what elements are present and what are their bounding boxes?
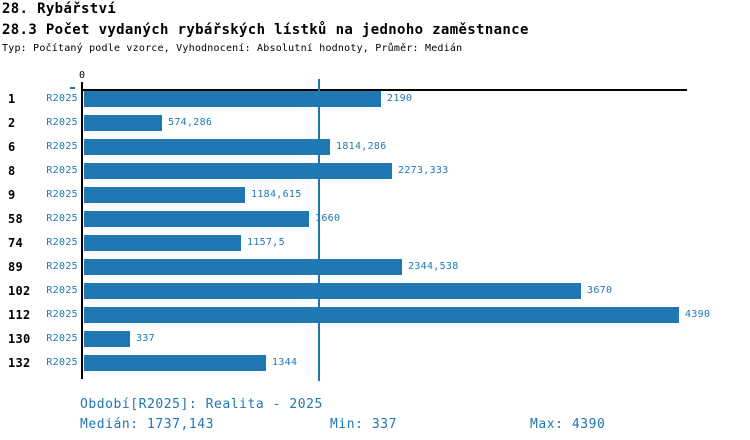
row-category-label: 130 (8, 332, 31, 346)
bar-value-label: 4390 (685, 309, 711, 320)
value-bar (84, 115, 162, 131)
row-category-label: 2 (8, 116, 16, 130)
y-axis-line (81, 84, 83, 379)
value-bar (84, 307, 679, 323)
row-category-label: 89 (8, 260, 24, 274)
row-category-label: 132 (8, 356, 31, 370)
row-category-label: 58 (8, 212, 24, 226)
row-series-label: R2025 (46, 261, 78, 272)
value-bar (84, 283, 581, 299)
value-bar (84, 187, 245, 203)
value-bar (84, 211, 309, 227)
value-bar (84, 91, 381, 107)
value-bar (84, 331, 130, 347)
value-bar (84, 355, 266, 371)
bar-value-label: 3670 (587, 285, 613, 296)
row-series-label: R2025 (46, 285, 78, 296)
row-series-label: R2025 (46, 93, 78, 104)
report-chapter-title: 28. Rybářství (2, 1, 117, 17)
bar-value-label: 574,286 (168, 117, 213, 128)
plot-top-border (81, 89, 687, 91)
row-category-label: 8 (8, 164, 16, 178)
row-series-label: R2025 (46, 189, 78, 200)
bar-value-label: 1344 (272, 357, 298, 368)
value-bar (84, 139, 330, 155)
row-category-label: 74 (8, 236, 24, 250)
row-series-label: R2025 (46, 237, 78, 248)
bar-value-label: 337 (136, 333, 155, 344)
chart-meta-info: Typ: Počítaný podle vzorce, Vyhodnocení:… (2, 43, 463, 54)
axis-left-tick (70, 87, 75, 89)
bar-value-label: 2344,538 (408, 261, 459, 272)
value-bar (84, 163, 392, 179)
chart-title: 28.3 Počet vydaných rybářských lístků na… (2, 22, 529, 38)
row-category-label: 102 (8, 284, 31, 298)
row-category-label: 6 (8, 140, 16, 154)
bar-value-label: 2190 (387, 93, 413, 104)
bar-value-label: 1184,615 (251, 189, 302, 200)
value-bar (84, 235, 241, 251)
row-series-label: R2025 (46, 165, 78, 176)
row-category-label: 112 (8, 308, 31, 322)
value-bar (84, 259, 402, 275)
footer-median-stat: Medián: 1737,143 (80, 417, 215, 432)
row-series-label: R2025 (46, 357, 78, 368)
bar-value-label: 1814,286 (336, 141, 387, 152)
footer-max-stat: Max: 4390 (530, 417, 606, 432)
row-series-label: R2025 (46, 141, 78, 152)
bar-value-label: 1660 (315, 213, 341, 224)
row-series-label: R2025 (46, 117, 78, 128)
row-category-label: 1 (8, 92, 16, 106)
median-gridline (318, 79, 320, 381)
row-series-label: R2025 (46, 309, 78, 320)
bar-value-label: 1157,5 (247, 237, 285, 248)
footer-min-stat: Min: 337 (330, 417, 398, 432)
bar-value-label: 2273,333 (398, 165, 449, 176)
footer-period-legend: Období[R2025]: Realita - 2025 (80, 397, 323, 412)
row-series-label: R2025 (46, 213, 78, 224)
row-category-label: 9 (8, 188, 16, 202)
row-series-label: R2025 (46, 333, 78, 344)
x-axis-zero-tick-label: 0 (78, 70, 86, 81)
